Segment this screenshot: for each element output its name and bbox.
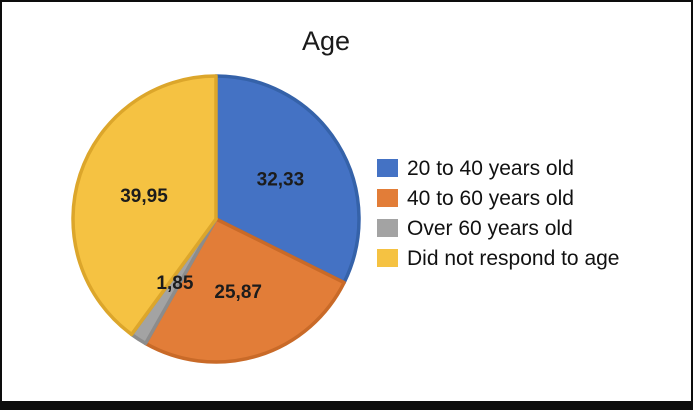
legend-swatch-orange	[377, 189, 398, 207]
pie-slice-value-label-1: 25,87	[214, 282, 262, 303]
legend-label: Did not respond to age	[407, 246, 620, 270]
legend: 20 to 40 years old 40 to 60 years old Ov…	[377, 153, 619, 273]
pie-slice-0	[214, 74, 361, 285]
legend-swatch-gray	[377, 219, 398, 237]
legend-item: Over 60 years old	[377, 213, 619, 243]
legend-item: 20 to 40 years old	[377, 153, 619, 183]
pie-chart: 32,33 25,87 1,85 39,95	[71, 74, 361, 364]
legend-item: Did not respond to age	[377, 243, 619, 273]
legend-label: 40 to 60 years old	[407, 186, 574, 210]
legend-label: Over 60 years old	[407, 216, 573, 240]
chart-title: Age	[301, 26, 351, 56]
legend-swatch-blue	[377, 159, 398, 177]
pie-slice-1	[143, 217, 346, 364]
legend-label: 20 to 40 years old	[407, 156, 574, 180]
legend-swatch-yellow	[377, 249, 398, 267]
pie-slice-value-label-0: 32,33	[257, 170, 305, 191]
pie-slice-value-label-3: 39,95	[120, 186, 168, 207]
pie-slice-value-label-2: 1,85	[156, 273, 193, 294]
legend-item: 40 to 60 years old	[377, 183, 619, 213]
pie-slice-3	[71, 74, 218, 337]
